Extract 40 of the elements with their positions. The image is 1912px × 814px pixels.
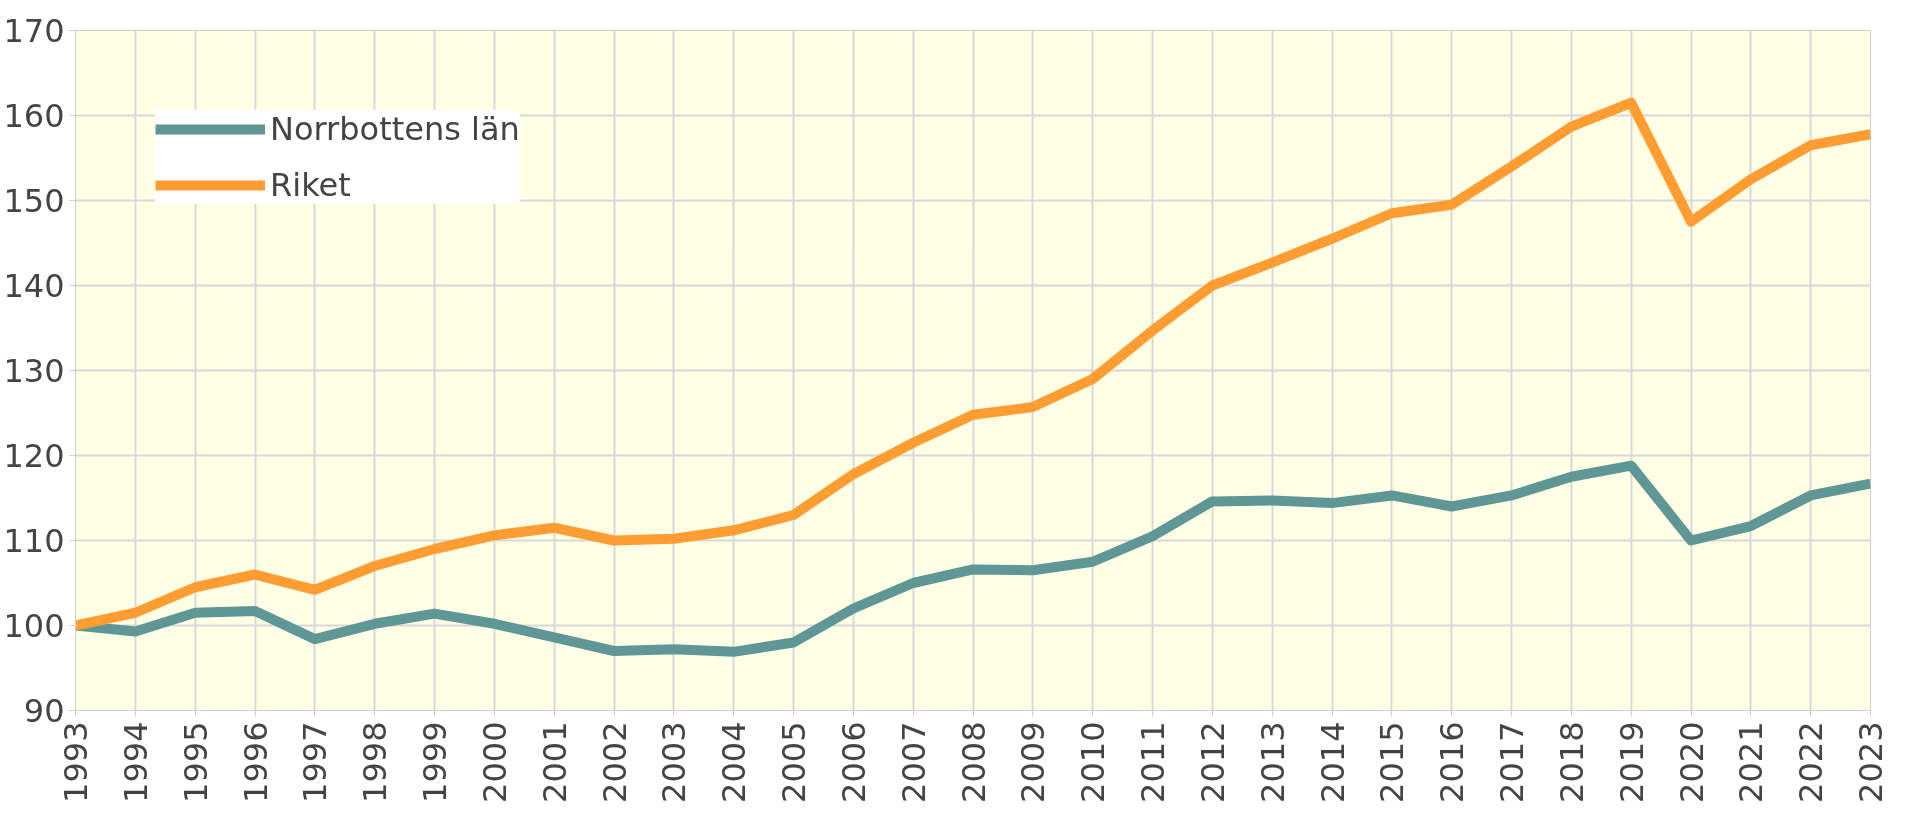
y-tick-label: 120	[3, 437, 65, 475]
x-tick-label: 1996	[236, 721, 275, 803]
x-tick-label: 2016	[1433, 721, 1472, 803]
x-tick-label: 1994	[116, 721, 155, 803]
y-tick-label: 150	[3, 182, 65, 220]
y-tick-label: 140	[3, 267, 65, 305]
x-tick-label: 2011	[1134, 721, 1172, 803]
x-tick-label: 2010	[1074, 721, 1113, 803]
x-tick-label: 2021	[1732, 721, 1771, 803]
x-tick-label: 2023	[1852, 721, 1890, 803]
x-tick-label: 1998	[356, 721, 395, 803]
x-tick-label: 2003	[655, 721, 694, 803]
y-tick-label: 110	[3, 522, 65, 560]
x-tick-label: 1997	[296, 721, 335, 803]
x-tick-label: 2004	[715, 721, 754, 803]
x-tick-label: 1995	[176, 721, 215, 803]
y-tick-label: 130	[3, 352, 65, 390]
x-tick-label: 2017	[1493, 721, 1531, 803]
x-tick-label: 2002	[595, 721, 634, 803]
x-tick-label: 2000	[475, 721, 514, 803]
legend-label: Norrbottens län	[270, 110, 520, 148]
x-tick-label: 2020	[1672, 721, 1711, 803]
x-tick-label: 2006	[834, 721, 873, 803]
x-tick-label: 2018	[1552, 721, 1591, 803]
x-tick-label: 2009	[1014, 721, 1053, 803]
x-tick-label: 2015	[1373, 721, 1412, 803]
x-tick-label: 2008	[954, 721, 993, 803]
x-tick-label: 1999	[416, 721, 454, 803]
y-tick-label: 160	[3, 97, 65, 135]
y-tick-label: 170	[3, 12, 65, 50]
x-tick-label: 2013	[1253, 721, 1292, 803]
x-tick-label: 2001	[535, 721, 574, 803]
x-tick-label: 2019	[1612, 721, 1651, 803]
x-tick-label: 2005	[775, 721, 813, 803]
x-tick-label: 2012	[1193, 721, 1232, 803]
x-tick-label: 2007	[894, 721, 933, 803]
legend-label: Riket	[270, 166, 351, 204]
x-tick-label: 2014	[1313, 721, 1352, 803]
y-tick-label: 100	[3, 607, 65, 645]
x-tick-label: 2022	[1792, 721, 1831, 803]
